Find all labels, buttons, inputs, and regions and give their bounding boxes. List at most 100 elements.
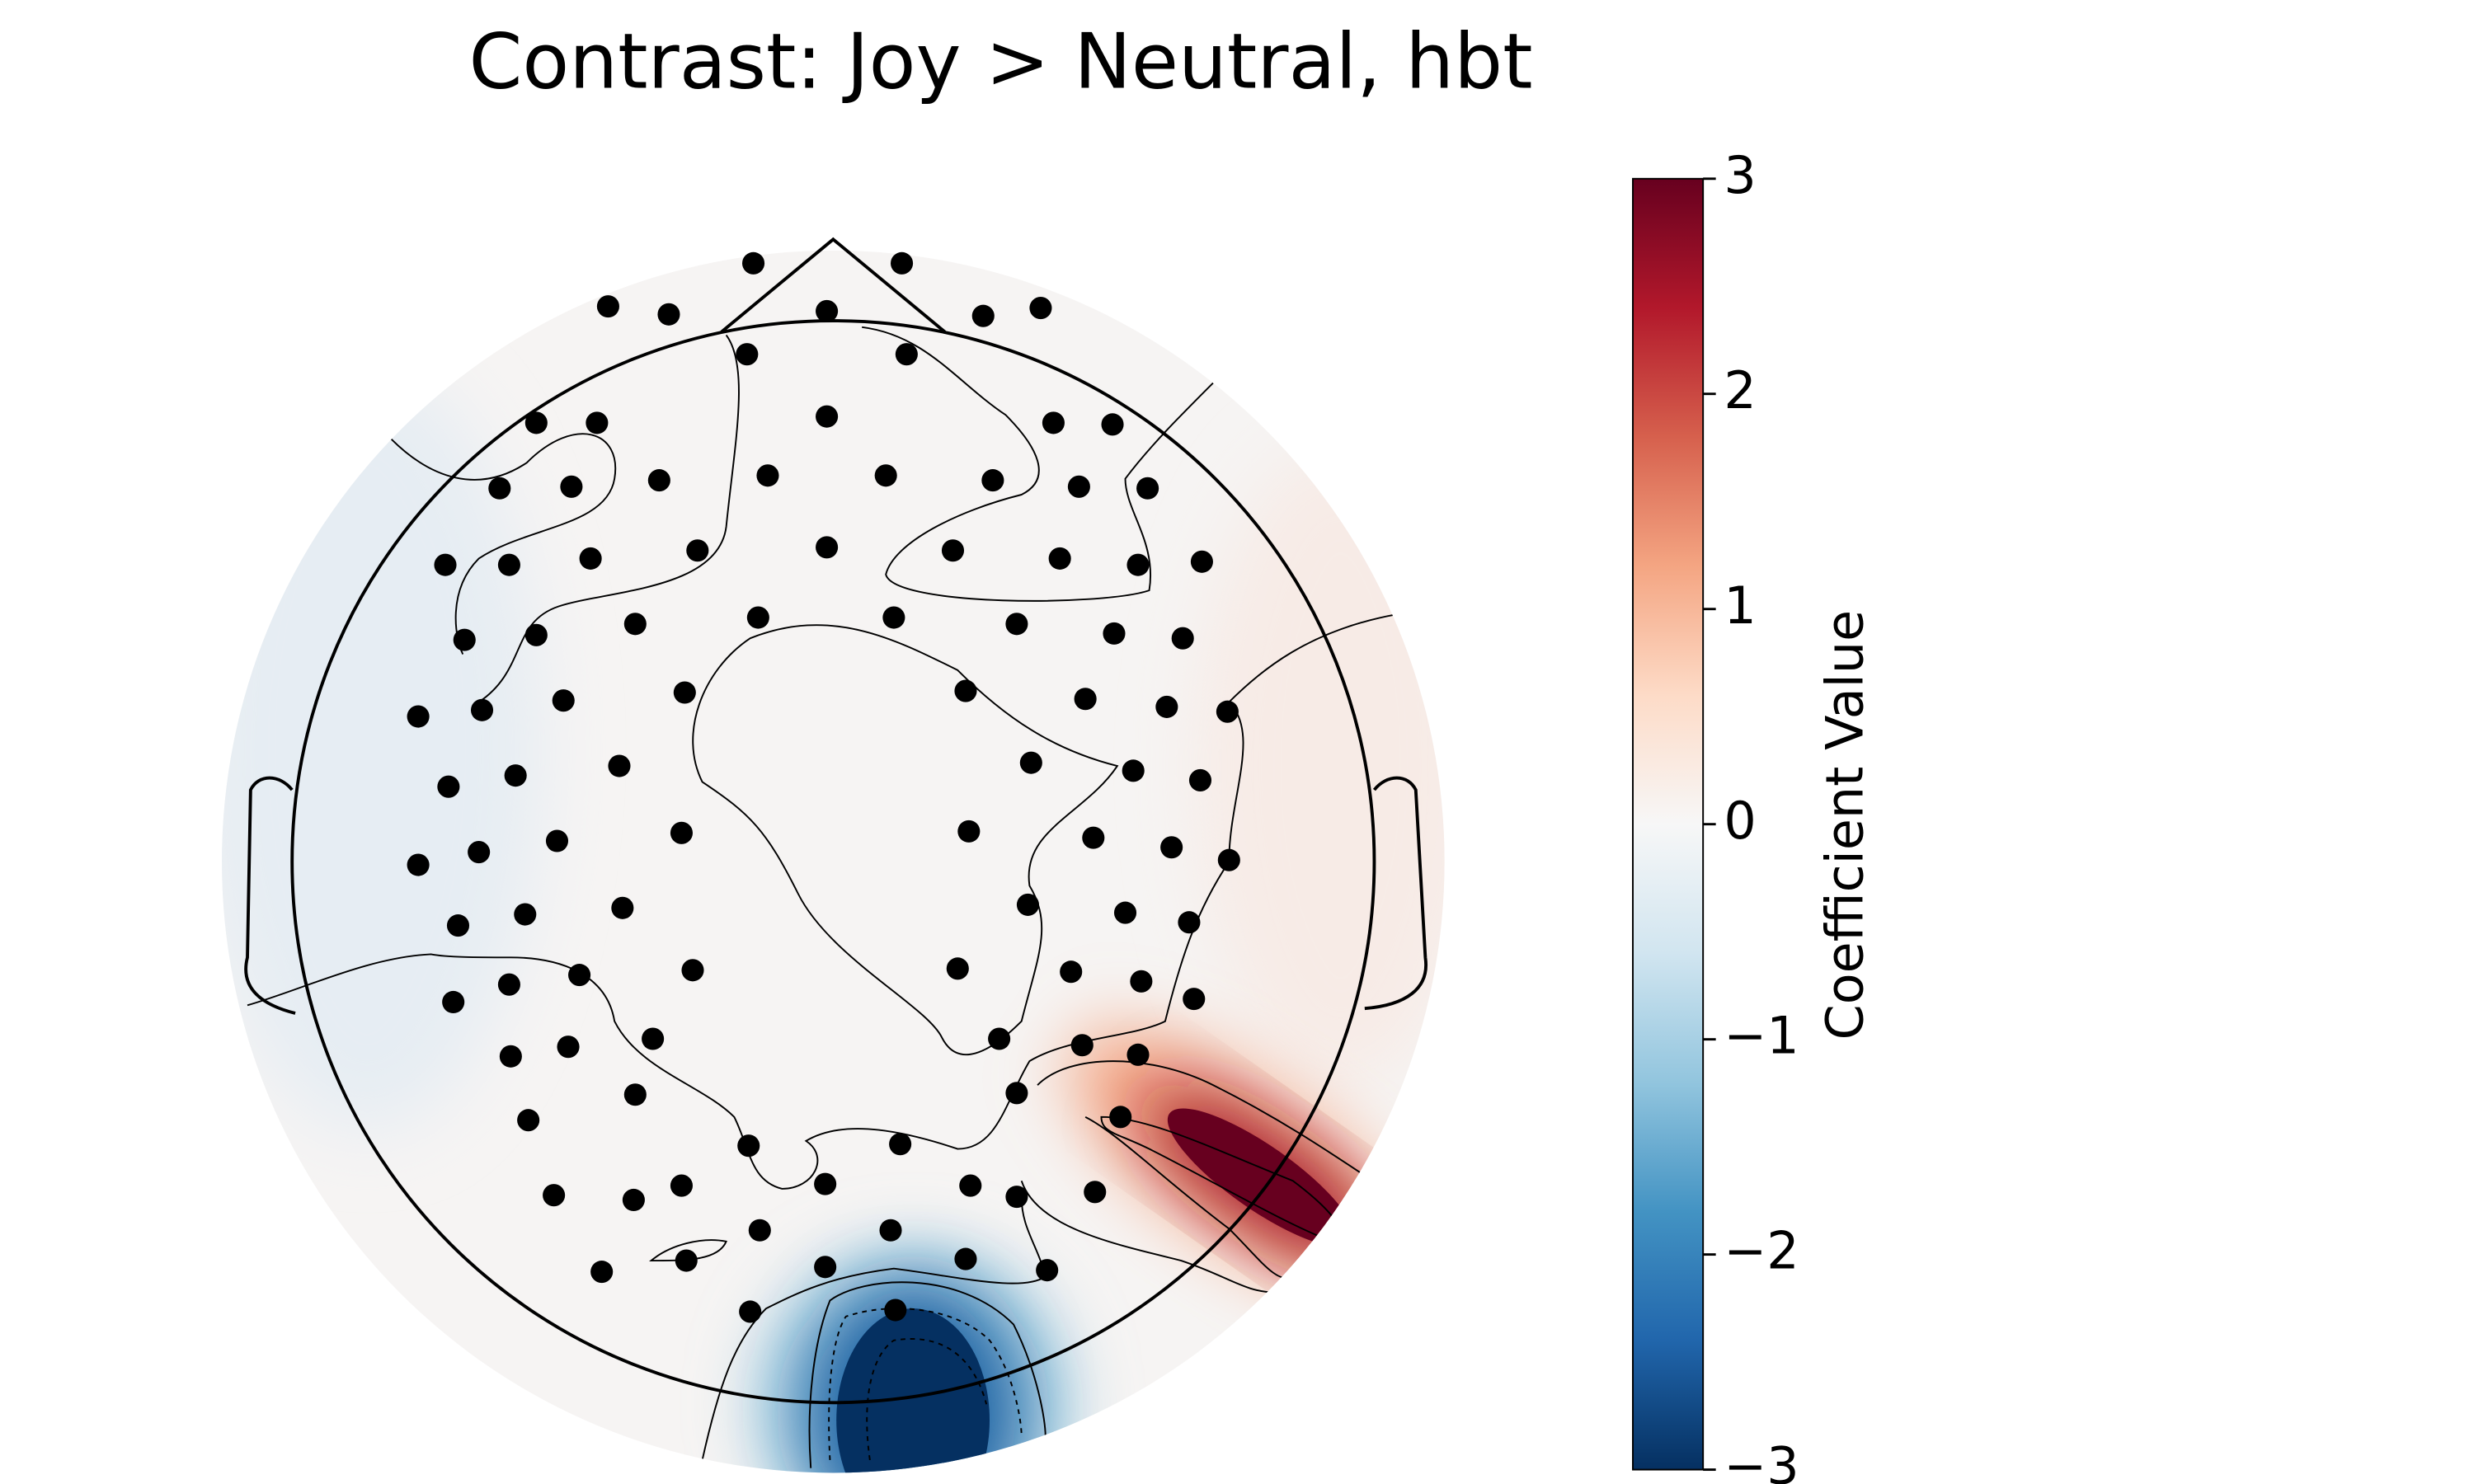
sensor xyxy=(1155,695,1178,718)
sensor xyxy=(499,1045,522,1068)
sensor xyxy=(1188,768,1212,791)
map-region xyxy=(1167,1108,1355,1247)
sensor xyxy=(596,295,619,318)
sensor xyxy=(622,1188,645,1212)
sensor xyxy=(545,829,569,852)
sensor xyxy=(746,606,769,629)
sensor xyxy=(1190,550,1213,573)
sensor xyxy=(552,689,575,712)
chart-title: Contrast: Joy > Neutral, hbt xyxy=(469,17,1533,106)
sensor xyxy=(1019,751,1042,774)
sensor xyxy=(579,547,602,570)
sensor xyxy=(1178,911,1201,934)
sensor xyxy=(1036,1259,1059,1282)
sensor xyxy=(623,613,647,636)
sensor xyxy=(1171,627,1194,650)
sensor xyxy=(1005,613,1028,636)
sensor xyxy=(437,775,460,798)
sensor xyxy=(816,536,839,559)
sensor xyxy=(889,1133,912,1156)
sensor xyxy=(954,679,977,702)
sensor xyxy=(568,964,591,987)
head-outline xyxy=(244,237,1428,1405)
sensor xyxy=(642,1027,665,1050)
sensor xyxy=(736,343,759,366)
sensor xyxy=(446,914,470,937)
sensor xyxy=(1126,1043,1150,1066)
sensor xyxy=(884,1298,907,1322)
map-region xyxy=(1197,446,1445,1086)
sensor xyxy=(560,475,583,498)
sensor xyxy=(971,304,995,327)
sensor xyxy=(1082,826,1105,849)
sensor xyxy=(657,303,680,326)
sensor xyxy=(1101,413,1124,436)
tick-label: 2 xyxy=(1724,361,1756,420)
sensor xyxy=(407,705,430,728)
sensor xyxy=(1016,893,1039,916)
sensor xyxy=(442,990,465,1014)
sensor xyxy=(946,957,969,980)
sensor xyxy=(1103,622,1126,645)
sensor xyxy=(514,903,537,926)
tick-label: 1 xyxy=(1724,576,1756,636)
sensor xyxy=(1048,547,1071,570)
map-region xyxy=(222,367,543,1134)
tick-label: 3 xyxy=(1724,146,1756,205)
sensor xyxy=(816,405,839,428)
sensor xyxy=(874,464,897,487)
sensor xyxy=(590,1261,614,1284)
sensor xyxy=(1109,1106,1132,1129)
sensor xyxy=(557,1036,580,1059)
sensor xyxy=(468,841,491,864)
sensor xyxy=(1029,297,1052,320)
sensor xyxy=(470,698,494,721)
sensor xyxy=(891,251,914,275)
sensor xyxy=(524,411,548,434)
sensor xyxy=(1084,1181,1107,1204)
sensor xyxy=(1183,988,1206,1011)
sensor xyxy=(816,299,839,322)
sensor xyxy=(1070,1034,1094,1057)
sensor xyxy=(670,821,693,844)
sensor xyxy=(434,553,457,576)
sensor xyxy=(681,959,704,982)
sensor xyxy=(1217,848,1240,871)
tick-label: −2 xyxy=(1724,1222,1799,1281)
colorbar-label: Coefficient Value xyxy=(1815,610,1874,1040)
sensor xyxy=(742,251,765,275)
tick-label: −3 xyxy=(1724,1437,1799,1484)
sensor xyxy=(670,1174,693,1197)
sensor xyxy=(608,754,631,777)
sensor xyxy=(1113,901,1137,924)
sensor xyxy=(737,1134,760,1158)
sensor xyxy=(988,1027,1011,1050)
sensor xyxy=(543,1184,566,1207)
sensor xyxy=(748,1219,771,1242)
sensor xyxy=(1042,411,1065,434)
sensor xyxy=(1005,1082,1028,1105)
sensor xyxy=(981,469,1004,492)
sensor xyxy=(673,681,696,704)
sensor xyxy=(1136,477,1159,500)
sensor xyxy=(814,1256,837,1279)
sensor xyxy=(586,411,609,434)
sensor xyxy=(504,764,527,787)
sensor xyxy=(739,1300,762,1323)
sensor xyxy=(1005,1186,1028,1209)
sensor xyxy=(1060,960,1083,984)
sensor xyxy=(895,343,918,366)
sensor xyxy=(879,1219,902,1242)
tick-label: −1 xyxy=(1724,1007,1799,1066)
sensor xyxy=(1160,836,1183,859)
sensor xyxy=(686,539,709,562)
sensor xyxy=(814,1172,837,1195)
sensor xyxy=(611,896,634,919)
sensor xyxy=(756,464,779,487)
sensor xyxy=(497,973,520,996)
sensor xyxy=(453,628,476,651)
map-region xyxy=(836,1308,990,1473)
sensor xyxy=(957,819,981,843)
sensor xyxy=(954,1247,977,1270)
